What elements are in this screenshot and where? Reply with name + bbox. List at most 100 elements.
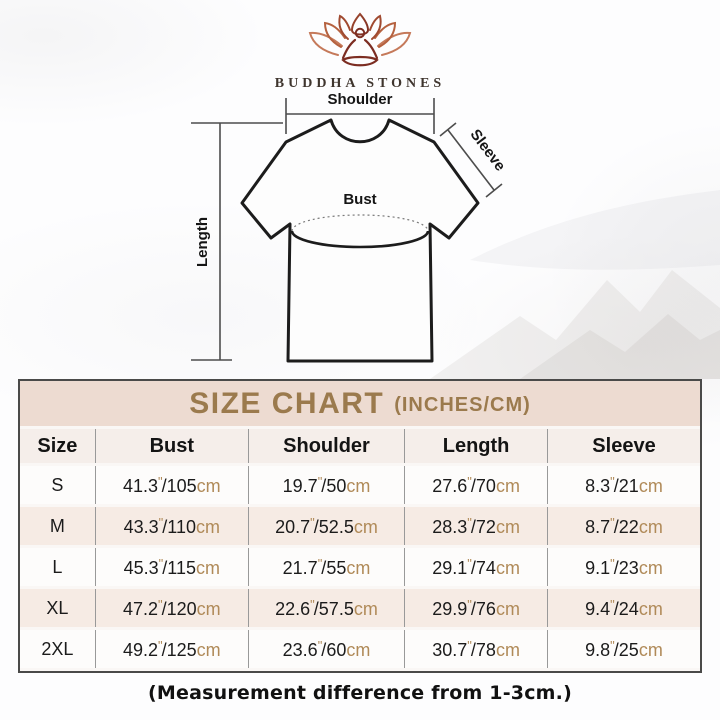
cm-value: 110: [167, 516, 196, 537]
inch-mark: ": [310, 514, 315, 530]
cm-value: 55: [326, 557, 347, 578]
bust-label: Bust: [343, 191, 376, 208]
inches-value: 29.1: [432, 557, 468, 578]
inch-mark: ": [610, 596, 615, 612]
inches-value: 22.6: [275, 598, 311, 619]
cm-value: 60: [326, 639, 347, 660]
table-row-xl: XL 47.2"/120cm 22.6"/57.5cm 29.9"/76cm 9…: [20, 589, 700, 627]
bust-cell: 43.3"/110cm: [94, 507, 248, 545]
cm-value: 76: [475, 598, 496, 619]
slash: /: [613, 639, 619, 660]
inch-mark: ": [610, 473, 615, 489]
cm-value: 78: [475, 639, 496, 660]
table-row-2xl: 2XL 49.2"/125cm 23.6"/60cm 30.7"/78cm 9.…: [20, 630, 700, 668]
size-chart-panel: SIZE CHART (INCHES/CM) Size Bust Shoulde…: [18, 379, 702, 673]
length-label: Length: [194, 217, 211, 267]
inches-value: 41.3: [122, 475, 158, 496]
slash: /: [613, 598, 619, 619]
inches-value: 9.1: [585, 557, 611, 578]
inches-value: 19.7: [282, 475, 318, 496]
cm-unit: cm: [346, 475, 371, 496]
cm-value: 115: [167, 557, 196, 578]
brand-name: BUDDHA STONES: [274, 76, 446, 91]
size-chart-table: Size Bust Shoulder Length Sleeve S 41.3"…: [20, 426, 700, 671]
cm-unit: cm: [638, 475, 663, 496]
measurement-note: (Measurement difference from 1-3cm.): [148, 682, 572, 704]
inch-mark: ": [317, 637, 323, 653]
slash: /: [613, 557, 619, 578]
tshirt-outline: [240, 118, 480, 363]
bust-dashed-arc: [291, 214, 429, 232]
header-row: Size Bust Shoulder Length Sleeve: [20, 429, 700, 463]
inch-mark: ": [157, 473, 163, 489]
lotus-meditation-icon: [308, 12, 412, 67]
bust-solid-arc: [290, 230, 430, 249]
cm-unit: cm: [495, 639, 520, 660]
inches-value: 47.2: [122, 598, 158, 619]
inches-value: 9.8: [585, 639, 611, 660]
inch-mark: ": [158, 555, 164, 571]
column-header-sleeve: Sleeve: [546, 429, 700, 463]
inches-value: 8.7: [585, 516, 611, 537]
cm-unit: cm: [495, 598, 520, 619]
inch-mark: ": [158, 514, 164, 530]
cm-unit: cm: [353, 516, 378, 537]
column-header-shoulder: Shoulder: [247, 429, 405, 463]
slash: /: [321, 639, 327, 660]
sleeve-cell: 9.8"/25cm: [546, 630, 700, 668]
cm-value: 57.5: [318, 598, 354, 619]
inch-mark: ": [467, 637, 472, 653]
inch-mark: ": [610, 637, 615, 653]
slash: /: [161, 598, 167, 619]
inches-value: 23.6: [282, 639, 318, 660]
length-measure-line: [191, 122, 283, 361]
inch-mark: ": [157, 596, 163, 612]
brand-header: BUDDHA STONES: [0, 12, 720, 92]
sleeve-label: Sleeve: [466, 126, 508, 174]
table-row-l: L 45.3"/115cm 21.7"/55cm 29.1"/74cm 9.1"…: [20, 548, 700, 586]
slash: /: [470, 598, 476, 619]
cm-unit: cm: [346, 639, 371, 660]
cm-value: 25: [618, 639, 639, 660]
inch-mark: ": [317, 473, 323, 489]
table-row-m: M 43.3"/110cm 20.7"/52.5cm 28.3"/72cm 8.…: [20, 507, 700, 545]
slash: /: [161, 639, 167, 660]
inch-mark: ": [467, 555, 472, 571]
inch-mark: ": [467, 514, 472, 530]
cm-value: 52.5: [318, 516, 354, 537]
size-cell: L: [20, 548, 95, 586]
size-chart-title: SIZE CHART: [189, 386, 385, 420]
slash: /: [470, 557, 476, 578]
inches-value: 8.3: [585, 475, 611, 496]
cm-unit: cm: [196, 639, 221, 660]
slash: /: [613, 516, 619, 537]
bust-cell: 45.3"/115cm: [94, 548, 248, 586]
inches-value: 20.7: [275, 516, 311, 537]
column-header-length: Length: [404, 429, 547, 463]
cm-unit: cm: [196, 598, 221, 619]
inches-value: 30.7: [432, 639, 468, 660]
cm-unit: cm: [195, 557, 220, 578]
cm-value: 70: [475, 475, 496, 496]
shoulder-measure-line: [285, 98, 435, 134]
cm-unit: cm: [495, 475, 520, 496]
slash: /: [313, 516, 319, 537]
inch-mark: ": [310, 596, 315, 612]
size-chart-title-bar: SIZE CHART (INCHES/CM): [20, 381, 700, 426]
column-header-bust: Bust: [94, 429, 248, 463]
size-cell: S: [20, 466, 95, 504]
inch-mark: ": [610, 555, 615, 571]
length-cell: 30.7"/78cm: [404, 630, 547, 668]
slash: /: [313, 598, 319, 619]
slash: /: [470, 475, 476, 496]
inches-value: 28.3: [432, 516, 468, 537]
size-cell: M: [20, 507, 95, 545]
slash: /: [161, 475, 167, 496]
cm-unit: cm: [346, 557, 371, 578]
cm-value: 24: [618, 598, 639, 619]
size-chart-units-subtitle: (INCHES/CM): [394, 394, 531, 416]
cm-value: 120: [166, 598, 197, 619]
cm-unit: cm: [196, 475, 221, 496]
cm-unit: cm: [495, 557, 520, 578]
tshirt-measurement-diagram: Shoulder Length Sleeve Bust: [191, 91, 509, 363]
